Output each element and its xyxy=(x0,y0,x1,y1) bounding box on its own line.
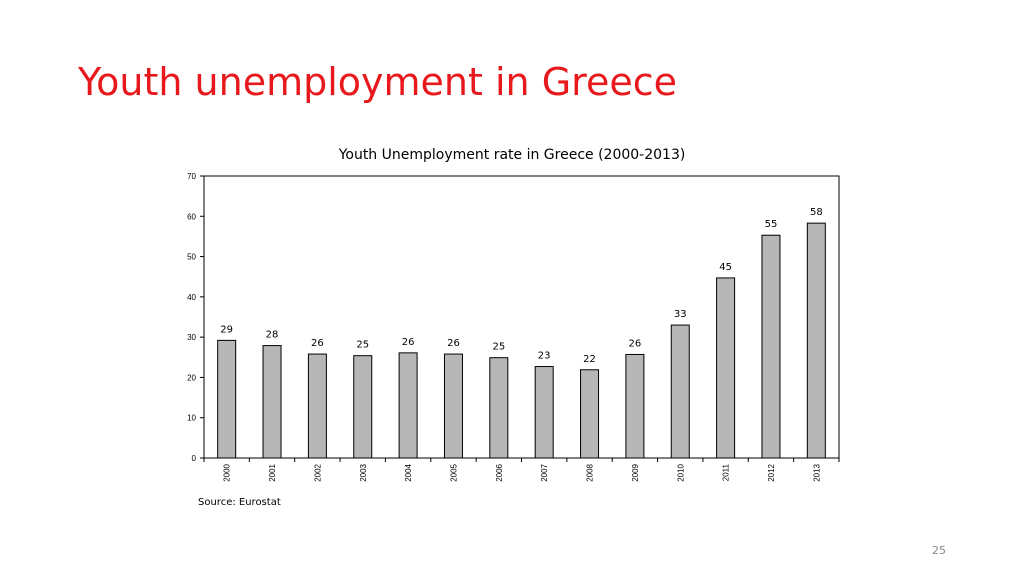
bar-2007 xyxy=(534,366,554,459)
y-tick-label: 20 xyxy=(187,373,196,382)
y-tick-label: 10 xyxy=(187,414,196,423)
x-tick-label: 2003 xyxy=(359,463,368,481)
data-label: 25 xyxy=(356,340,369,351)
x-tick-label: 2000 xyxy=(223,463,232,481)
bar-2012 xyxy=(761,234,781,459)
data-label: 45 xyxy=(719,262,732,273)
y-tick-label: 60 xyxy=(187,212,196,221)
bar-2002 xyxy=(307,353,327,459)
y-tick-label: 70 xyxy=(187,172,196,181)
bar-2010 xyxy=(670,324,690,459)
bar-2003 xyxy=(353,355,373,459)
y-tick-label: 50 xyxy=(187,253,196,262)
bar-2004 xyxy=(398,352,418,459)
data-label: 28 xyxy=(266,330,279,341)
x-tick-label: 2013 xyxy=(812,463,821,481)
data-label: 55 xyxy=(765,219,778,230)
x-tick-label: 2006 xyxy=(495,463,504,481)
y-axis: 0 10 20 30 40 50 60 70 xyxy=(187,172,204,463)
data-label: 25 xyxy=(492,342,505,353)
y-tick-label: 40 xyxy=(187,293,196,302)
x-tick-label: 2012 xyxy=(767,463,776,481)
data-labels: 29 28 26 25 26 26 25 23 22 26 33 45 55 58 xyxy=(220,207,822,365)
x-tick-label: 2009 xyxy=(631,463,640,481)
bar-2001 xyxy=(262,345,282,459)
bar-2011 xyxy=(716,277,736,459)
y-tick-label: 0 xyxy=(192,454,197,463)
x-tick-label: 2002 xyxy=(313,463,322,481)
data-label: 26 xyxy=(402,337,415,348)
x-axis: 2000 2001 2002 2003 2004 2005 2006 2007 2008 2009… xyxy=(203,458,840,482)
data-label: 29 xyxy=(220,324,233,335)
bar-2000 xyxy=(217,339,237,459)
x-tick-label: 2004 xyxy=(404,463,413,481)
x-tick-label: 2011 xyxy=(722,463,731,481)
data-label: 26 xyxy=(447,338,460,349)
x-tick-label: 2005 xyxy=(449,463,458,481)
bar-2005 xyxy=(443,353,463,459)
y-tick-label: 30 xyxy=(187,333,196,342)
page-number: 25 xyxy=(932,544,946,557)
x-tick-label: 2008 xyxy=(586,463,595,481)
bar-series xyxy=(217,222,826,459)
bar-2006 xyxy=(489,357,509,459)
x-tick-label: 2010 xyxy=(676,463,685,481)
bar-2013 xyxy=(806,222,826,459)
chart-title: Youth Unemployment rate in Greece (2000-… xyxy=(338,147,686,163)
slide-title: Youth unemployment in Greece xyxy=(78,60,677,104)
source-note: Source: Eurostat xyxy=(198,497,281,508)
bar-2009 xyxy=(625,353,645,459)
plot-area-frame xyxy=(203,175,840,459)
data-label: 26 xyxy=(311,338,324,349)
bar-2008 xyxy=(580,369,600,459)
data-label: 26 xyxy=(629,338,642,349)
x-tick-label: 2007 xyxy=(540,463,549,481)
data-label: 23 xyxy=(538,351,551,362)
data-label: 58 xyxy=(810,207,823,218)
data-label: 22 xyxy=(583,354,596,365)
x-tick-label: 2001 xyxy=(268,463,277,481)
data-label: 33 xyxy=(674,309,687,320)
